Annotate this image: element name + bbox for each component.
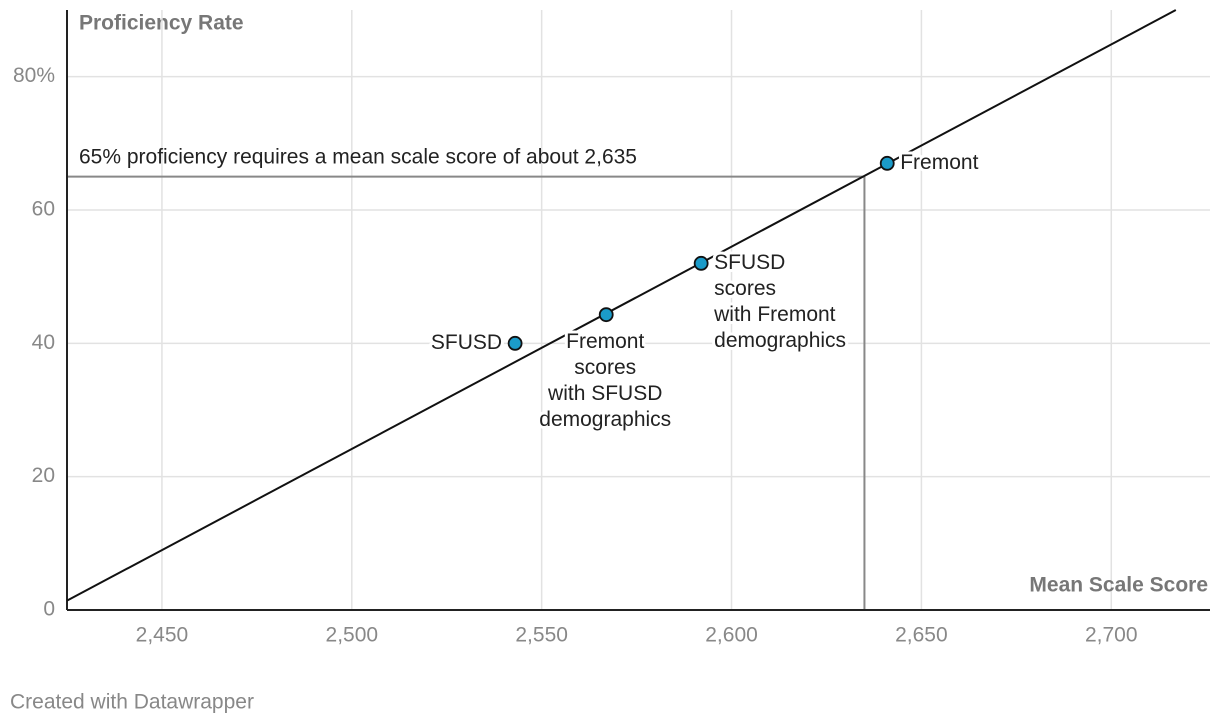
y-tick-label: 40 — [32, 331, 55, 354]
x-tick-label: 2,700 — [1085, 624, 1138, 647]
y-tick-label: 20 — [32, 464, 55, 487]
point — [879, 155, 895, 171]
footer: Created with Datawrapper — [10, 691, 254, 714]
point — [598, 307, 614, 323]
point-label: demographics — [714, 329, 846, 352]
point-label: scores — [714, 277, 776, 300]
point-label: Fremont — [900, 151, 978, 174]
x-tick-label: 2,450 — [136, 624, 189, 647]
x-tick-label: 2,550 — [515, 624, 568, 647]
x-tick-label: 2,600 — [705, 624, 758, 647]
point-label: SFUSD — [431, 331, 502, 354]
x-axis-title: Mean Scale Score — [1029, 574, 1208, 597]
x-tick-label: 2,650 — [895, 624, 948, 647]
point — [693, 255, 709, 271]
y-tick-label: 80% — [13, 64, 55, 87]
point-label: demographics — [539, 408, 671, 431]
y-tick-label: 60 — [32, 198, 55, 221]
y-tick-label: 0 — [43, 598, 55, 621]
point-label: with Fremont — [713, 303, 836, 326]
annotation: 65% proficiency requires a mean scale sc… — [79, 146, 637, 169]
point-label: SFUSD — [714, 251, 785, 274]
point-label: scores — [574, 356, 636, 379]
point-label: with SFUSD — [547, 382, 662, 405]
point-label: Fremont — [566, 330, 644, 353]
trend-line — [66, 9, 1177, 602]
x-tick-label: 2,500 — [326, 624, 379, 647]
point — [507, 335, 523, 351]
